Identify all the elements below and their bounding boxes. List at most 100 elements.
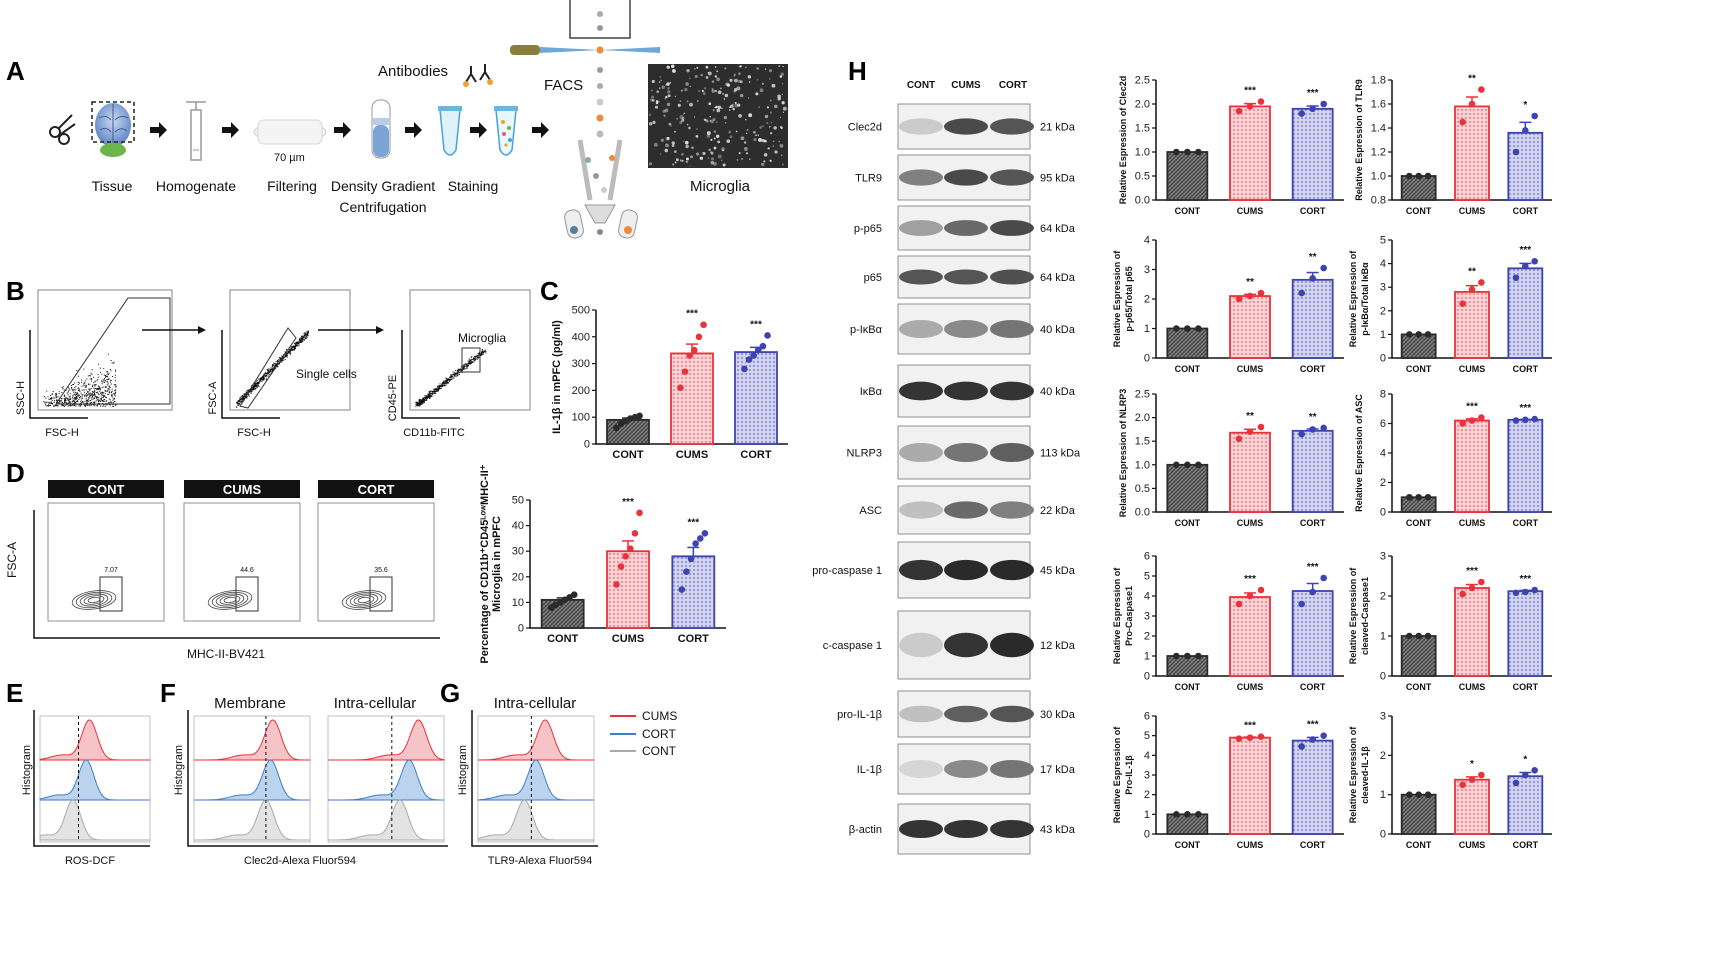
microglia-cell (686, 123, 689, 126)
flow-event (279, 363, 280, 365)
flow-event (45, 401, 47, 403)
microglia-cell (779, 75, 783, 78)
microglia-cell (729, 78, 733, 82)
lane-cont: CONT (907, 80, 935, 91)
x-tick-label: CUMS (1237, 682, 1264, 692)
flow-event (470, 357, 472, 358)
blot-band (990, 632, 1034, 658)
flow-event (72, 395, 74, 397)
flow-event (58, 402, 60, 404)
flow-event (75, 405, 77, 407)
flow-event (419, 400, 421, 402)
histogram-curve (477, 759, 594, 801)
flow-event (307, 332, 309, 334)
flow-event (93, 394, 95, 396)
microglia-cell (745, 118, 747, 121)
data-point (1468, 776, 1476, 784)
flow-event (84, 380, 86, 382)
flow-event (268, 371, 270, 373)
y-tick-label: 3 (1144, 264, 1150, 276)
flow-event (248, 390, 249, 392)
contour-line (71, 590, 117, 610)
data-point (1235, 295, 1243, 303)
data-point (1468, 417, 1476, 424)
microglia-cell (740, 80, 743, 84)
brain-icon (91, 101, 135, 157)
flow-event (66, 402, 67, 404)
flow-event (65, 404, 67, 406)
flow-event (263, 376, 265, 378)
flow-event (48, 404, 50, 406)
microglia-cell (733, 75, 735, 77)
flow-event (250, 388, 252, 390)
flow-event (306, 336, 308, 338)
flow-event (94, 392, 95, 394)
flow-event (98, 401, 99, 402)
flow-event (237, 400, 239, 402)
flow-event (56, 396, 58, 398)
flow-event (437, 385, 439, 387)
y-tick-label: 1.6 (1371, 99, 1386, 111)
data-point (1257, 98, 1265, 105)
flow-event (459, 371, 461, 372)
flow-event (432, 393, 434, 395)
flow-event (53, 401, 55, 403)
flow-event (454, 375, 456, 377)
flow-event (47, 404, 49, 406)
flow-event (274, 367, 276, 369)
flow-event (469, 363, 471, 365)
significance-marker: * (1523, 754, 1527, 765)
flow-event (54, 399, 56, 401)
flow-event (290, 347, 292, 349)
flow-event (113, 361, 115, 363)
blot-kda-label: 21 kDa (1040, 122, 1076, 134)
microglia-cell (713, 130, 717, 133)
microglia-cell (730, 104, 734, 108)
data-point (1298, 430, 1305, 438)
flow-event (470, 361, 472, 362)
bar-cums (1229, 295, 1271, 359)
flow-event (301, 338, 303, 340)
x-tick-label: CUMS (1459, 206, 1486, 216)
bar-cont (1166, 151, 1209, 201)
facs-instrument-icon (510, 0, 660, 239)
panel-label-d: D (6, 458, 25, 488)
bar-cont (1400, 635, 1437, 677)
data-point (627, 545, 634, 552)
data-point (1320, 574, 1327, 582)
flow-event (439, 383, 441, 385)
flow-event (97, 397, 99, 399)
y-tick-label: 1.4 (1371, 123, 1386, 135)
microglia-cell (672, 69, 676, 73)
microglia-cell (671, 141, 675, 145)
flow-event (302, 340, 304, 342)
y-tick-label: 1.8 (1371, 75, 1386, 87)
flow-event (77, 393, 79, 395)
flow-event (249, 389, 251, 391)
flow-event (68, 400, 70, 402)
flow-event (52, 403, 54, 404)
flow-event (94, 380, 96, 382)
x-tick-label: CORT (1513, 206, 1539, 216)
flow-event (58, 391, 60, 393)
flow-events (415, 349, 487, 407)
y-axis-label-line: Relative Espression of (1112, 567, 1122, 665)
flow-event (434, 392, 436, 394)
d-axis-lines (33, 510, 440, 639)
flow-event (286, 354, 288, 356)
flow-event (80, 402, 82, 404)
histogram-f-membrane (193, 715, 311, 843)
flow-event (260, 378, 262, 380)
flow-event (108, 388, 110, 390)
blot-4: p-IκBα 40 kDa (850, 303, 1076, 355)
microglia-cell (694, 68, 696, 70)
flow-event (254, 383, 256, 385)
data-point (1512, 417, 1520, 424)
data-point (745, 356, 753, 363)
flow-event (63, 405, 65, 407)
flow-event (246, 392, 248, 394)
flow-event (88, 388, 90, 390)
flow-event (81, 381, 83, 383)
flow-event (417, 404, 419, 406)
